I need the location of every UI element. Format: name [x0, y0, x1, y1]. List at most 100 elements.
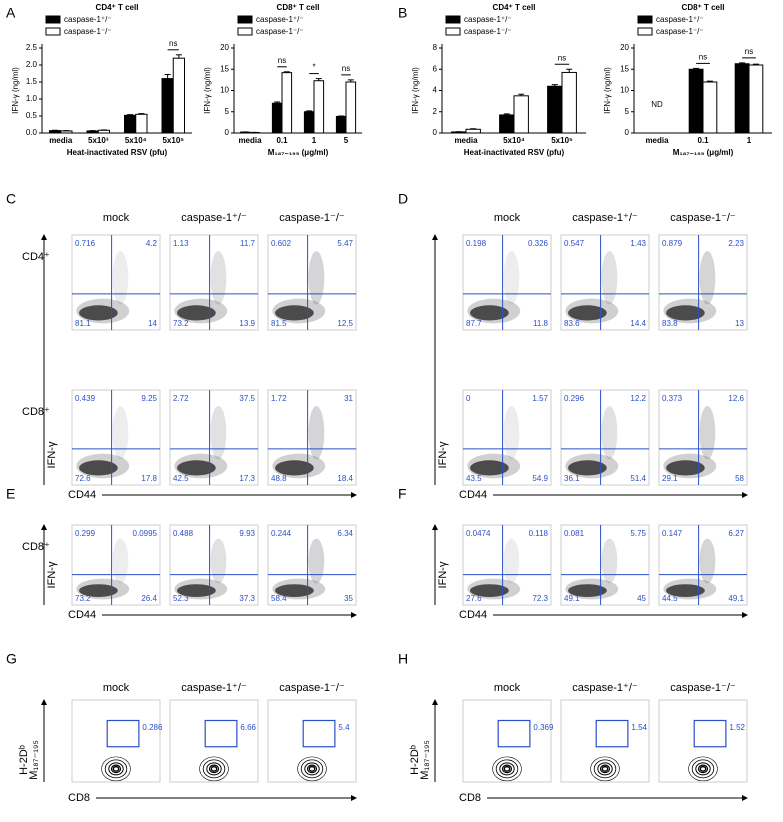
bar	[345, 81, 357, 134]
contour	[104, 759, 128, 779]
plot-frame	[267, 699, 357, 783]
bar	[313, 80, 325, 134]
contour	[699, 765, 707, 772]
gate-value: 0.286	[142, 723, 163, 732]
contour	[297, 756, 327, 782]
plot-frame	[560, 699, 650, 783]
quadrant-value: 36.1	[564, 474, 580, 483]
density-halo	[663, 453, 717, 479]
density-halo	[174, 578, 228, 600]
contour	[308, 765, 316, 772]
quadrant-value: 9.93	[239, 529, 255, 538]
annotation: *	[312, 63, 315, 72]
x-axis-label: CD44	[459, 609, 487, 621]
density-cloud	[503, 406, 520, 460]
column-header: caspase-1⁺/⁻	[572, 682, 638, 694]
x-tick-label: 1	[312, 136, 317, 145]
density-core	[275, 460, 314, 476]
row-label: CD8⁺	[22, 406, 50, 418]
annotation: ns	[558, 53, 566, 62]
x-tick-label: media	[238, 136, 262, 145]
gate	[106, 719, 140, 748]
quadrant-value: 0.147	[662, 529, 683, 538]
panel-letter: C	[6, 191, 16, 207]
density-halo	[174, 298, 228, 324]
chart-title: CD4⁺ T cell	[96, 3, 139, 12]
legend-label: caspase-1⁻/⁻	[464, 27, 512, 36]
contour	[306, 764, 318, 774]
y-tick-label: 2	[433, 107, 438, 116]
quadrant-value: 0.488	[173, 529, 194, 538]
density-cloud	[308, 406, 325, 460]
quadrant-value: 83.6	[564, 319, 580, 328]
x-tick-label: 5x10⁵	[162, 136, 184, 145]
contour	[108, 762, 124, 776]
quadrant-value: 5.75	[630, 529, 646, 538]
x-tick-label: media	[454, 136, 478, 145]
quadrant-value: 12.2	[630, 394, 646, 403]
bar	[561, 71, 577, 134]
y-axis-label: IFN-γ	[437, 441, 449, 468]
quadrant-value: 0.118	[529, 529, 549, 538]
y-axis-label: IFN-γ	[46, 561, 58, 588]
y-tick-label: 20	[220, 43, 229, 52]
gate	[693, 719, 727, 748]
contour	[101, 756, 131, 782]
density-core	[79, 305, 118, 321]
panel-letter: F	[398, 486, 407, 502]
legend-swatch	[45, 27, 61, 36]
quadrant-value: 0.198	[466, 239, 487, 248]
x-tick-label: 0.1	[276, 136, 288, 145]
density-halo	[467, 298, 521, 324]
contour	[697, 764, 709, 774]
y-tick-label: 15	[620, 64, 629, 73]
panel-letter: B	[398, 5, 407, 21]
panel-letter: D	[398, 191, 408, 207]
annotation: ns	[278, 56, 286, 65]
contour	[495, 759, 519, 779]
panel-letter: G	[6, 651, 17, 667]
density-cloud	[699, 251, 716, 305]
quadrant-value: 11.8	[533, 319, 549, 328]
density-core	[470, 305, 509, 321]
chart-title: CD8⁺ T cell	[682, 3, 725, 12]
quadrant-value: 9.25	[141, 394, 157, 403]
y-tick-label: 0.0	[26, 128, 38, 137]
quadrant-value: 73.2	[173, 319, 189, 328]
y-axis-label: H-2Dᵇ	[409, 745, 421, 775]
density-cloud	[308, 538, 325, 584]
x-tick-label: media	[49, 136, 73, 145]
density-halo	[174, 453, 228, 479]
density-halo	[565, 453, 619, 479]
y-axis-label: M₁₈₇₋₁₉₅	[28, 740, 40, 780]
quadrant-value: 37.3	[239, 594, 255, 603]
quadrant-value: 1.43	[630, 239, 646, 248]
contour	[695, 762, 711, 776]
quadrant-value: 14	[148, 319, 157, 328]
quadrant-value: 5.47	[337, 239, 353, 248]
density-core	[666, 305, 705, 321]
bar	[688, 68, 704, 134]
annotation: ND	[651, 100, 663, 109]
density-halo	[76, 298, 130, 324]
density-core	[79, 460, 118, 476]
bar	[547, 85, 563, 134]
density-core	[568, 584, 607, 597]
y-tick-label: 10	[620, 86, 629, 95]
panel-letter: H	[398, 651, 408, 667]
x-tick-label: 1	[747, 136, 752, 145]
contour	[499, 762, 515, 776]
contour	[208, 764, 220, 774]
quadrant-value: 0.439	[75, 394, 96, 403]
x-axis-label: CD44	[459, 489, 487, 501]
density-cloud	[503, 538, 520, 584]
quadrant-value: 0.299	[75, 529, 96, 538]
density-halo	[467, 453, 521, 479]
contour	[206, 762, 222, 776]
x-axis-label: CD44	[68, 609, 96, 621]
quadrant-value: 58	[735, 474, 744, 483]
y-tick-label: 1.5	[26, 77, 38, 86]
y-tick-label: 2.0	[26, 60, 38, 69]
column-header: caspase-1⁺/⁻	[181, 682, 247, 694]
x-axis-label: Heat-inactivated RSV (pfu)	[67, 148, 168, 157]
